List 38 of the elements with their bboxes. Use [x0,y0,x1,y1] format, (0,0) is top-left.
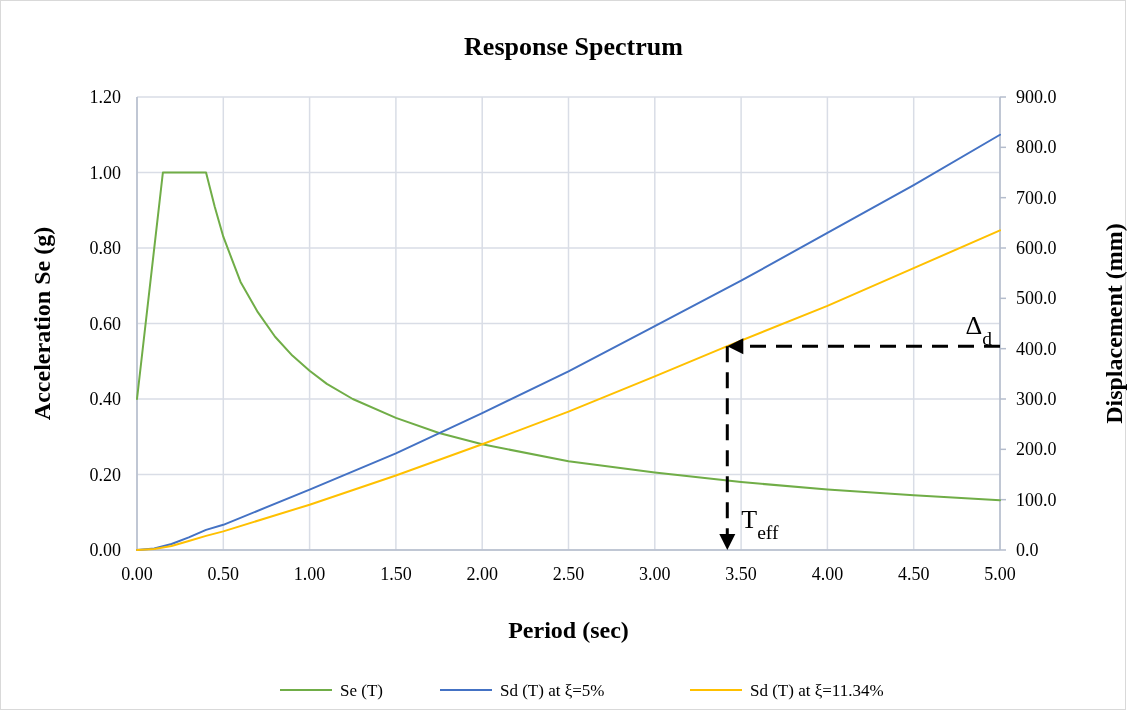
y2-tick-label: 300.0 [1016,389,1057,409]
y2-tick-label: 700.0 [1016,187,1057,208]
y2-tick-label: 600.0 [1016,238,1057,258]
chart-title: Response Spectrum [464,32,684,61]
y-tick-label: 0.20 [89,464,121,485]
legend-label: Sd (T) at ξ=11.34% [750,681,884,700]
x-tick-label: 1.00 [293,564,326,584]
y-tick-label: 0.80 [89,238,121,258]
ref-line-label: T$_{eff}$ [741,505,779,543]
y-axis-title: Acceleration Se (g) [29,226,55,421]
y2-tick-label: 100.0 [1016,489,1057,510]
y2-tick-label: 800.0 [1016,137,1057,158]
x-tick-label: 1.50 [380,564,412,584]
x-tick-label: 3.50 [725,564,757,584]
y2-tick-label: 200.0 [1016,439,1057,460]
y-tick-label: 0.60 [89,313,121,334]
y-tick-label: 1.00 [89,162,121,183]
x-axis-title: Period (sec) [508,617,629,643]
x-tick-label: 2.00 [466,564,498,584]
y2-tick-label: 400.0 [1016,338,1057,359]
y-tick-label: 0.00 [89,540,121,560]
y2-tick-label: 500.0 [1016,288,1057,309]
y-tick-label: 0.40 [89,389,121,409]
y2-tick-label: 900.0 [1016,87,1057,107]
x-tick-label: 3.00 [639,564,671,584]
x-tick-label: 5.00 [984,564,1016,584]
legend-label: Se (T) [340,681,383,700]
legend-label: Sd (T) at ξ=5% [500,681,605,700]
x-tick-label: 0.00 [121,564,153,584]
x-tick-label: 0.50 [207,564,240,584]
ref-line-label: Δ$_{d}$ [965,311,993,349]
x-tick-label: 2.50 [552,564,585,584]
line-series [136,171,1001,502]
y-tick-label: 1.20 [89,87,121,107]
x-tick-label: 4.50 [897,564,930,584]
y2-axis-title: Displacement (mm) [1101,223,1127,424]
x-tick-label: 4.00 [811,564,844,584]
y2-tick-label: 0.0 [1016,540,1039,560]
